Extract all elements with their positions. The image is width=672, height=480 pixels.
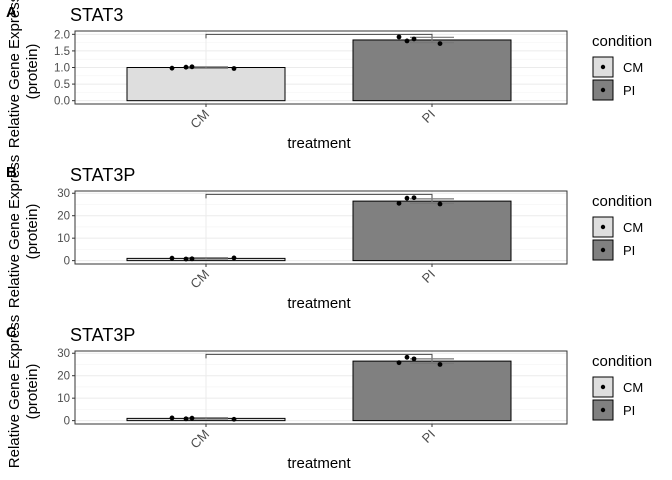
y-axis-title-line: Relative Gene Express — [6, 155, 23, 308]
legend-label: CM — [623, 60, 643, 75]
x-tick-label: PI — [419, 427, 438, 446]
data-point — [396, 360, 402, 366]
data-point — [411, 36, 417, 42]
legend-key-point — [600, 64, 606, 70]
x-tick-label: PI — [419, 267, 438, 286]
bar-cm — [126, 67, 286, 102]
data-point — [169, 65, 175, 71]
chart-title: STAT3P — [70, 325, 135, 345]
y-axis-title-line: (protein) — [24, 44, 41, 100]
data-point — [437, 41, 443, 47]
data-point — [183, 256, 189, 262]
legend-title: condition — [592, 353, 652, 370]
y-axis-title: Relative Gene Express (protein) — [6, 315, 41, 468]
y-axis-title-line: (protein) — [24, 204, 41, 260]
data-point — [189, 64, 195, 70]
data-point — [189, 415, 195, 421]
legend-label: CM — [623, 380, 643, 395]
x-tick-label: CM — [187, 427, 212, 452]
y-tick-label: 1.5 — [54, 46, 70, 58]
legend-title: condition — [592, 193, 652, 210]
legend-key-point — [600, 224, 606, 230]
panel-letter: A — [6, 4, 17, 21]
panel-a: A STAT3 0.0 0.5 1.0 1.5 2.0 CM PI treatment Relati… — [6, 0, 652, 152]
legend-label: PI — [623, 403, 635, 418]
bar-pi — [352, 200, 512, 262]
data-point — [396, 34, 402, 40]
legend-label: PI — [623, 83, 635, 98]
legend: condition CM PI — [592, 33, 652, 101]
y-tick-label: 30 — [57, 188, 70, 200]
x-tick-label: CM — [187, 267, 212, 292]
data-point — [231, 255, 237, 261]
y-tick-label: 20 — [57, 371, 70, 383]
legend-key-point — [600, 384, 606, 390]
bar-pi — [352, 39, 512, 102]
legend-title: condition — [592, 33, 652, 50]
data-point — [169, 255, 175, 261]
y-tick-label: 0 — [64, 256, 70, 268]
y-axis-title: Relative Gene Express (protein) — [6, 0, 41, 148]
y-tick-label: 30 — [57, 348, 70, 360]
data-point — [404, 38, 410, 44]
y-axis-title-line: Relative Gene Express — [6, 0, 23, 148]
y-axis-title-line: Relative Gene Express — [6, 315, 23, 468]
data-point — [404, 195, 410, 201]
data-point — [411, 195, 417, 201]
x-axis-title: treatment — [287, 455, 351, 472]
significance-bracket — [205, 33, 433, 39]
plot-border — [74, 350, 568, 425]
data-point — [189, 256, 195, 262]
significance-bracket — [205, 193, 433, 199]
y-tick-label: 0.0 — [54, 96, 70, 108]
data-point — [411, 356, 417, 362]
plot-border — [74, 30, 568, 105]
y-tick-label: 10 — [57, 233, 70, 245]
legend: condition CM PI — [592, 353, 652, 421]
chart-title: STAT3P — [70, 165, 135, 185]
data-point — [437, 362, 443, 367]
x-axis-title: treatment — [287, 295, 351, 312]
y-axis-title-line: (protein) — [24, 364, 41, 420]
y-axis-title: Relative Gene Express (protein) — [6, 155, 41, 308]
plot-border — [74, 190, 568, 265]
significance-bracket — [205, 353, 433, 359]
data-point — [231, 66, 237, 71]
data-point — [183, 64, 189, 70]
legend: condition CM PI — [592, 193, 652, 261]
x-tick-label: CM — [187, 107, 212, 132]
panel-letter: B — [6, 164, 17, 181]
bar-pi — [352, 360, 512, 422]
panel-c: C STAT3P 0 10 20 30 CM PI treatment Relative Gene… — [6, 315, 652, 472]
x-tick-label: PI — [419, 107, 438, 126]
legend-label: CM — [623, 220, 643, 235]
data-point — [169, 415, 175, 421]
panel-b: B STAT3P 0 10 20 30 CM PI treatment Relative Gene… — [6, 155, 652, 312]
x-axis-title: treatment — [287, 135, 351, 152]
y-tick-label: 1.0 — [54, 63, 70, 75]
panel-letter: C — [6, 324, 17, 341]
data-point — [396, 200, 402, 206]
legend-key-point — [600, 87, 606, 93]
y-tick-label: 0.5 — [54, 79, 70, 91]
data-point — [404, 354, 410, 360]
legend-key-point — [600, 247, 606, 253]
y-tick-label: 2.0 — [54, 29, 70, 41]
y-tick-label: 20 — [57, 211, 70, 223]
chart-title: STAT3 — [70, 5, 123, 25]
y-tick-label: 0 — [64, 416, 70, 428]
legend-label: PI — [623, 243, 635, 258]
data-point — [437, 201, 443, 207]
data-point — [231, 416, 237, 422]
y-tick-label: 10 — [57, 393, 70, 405]
data-point — [183, 416, 189, 422]
legend-key-point — [600, 407, 606, 413]
